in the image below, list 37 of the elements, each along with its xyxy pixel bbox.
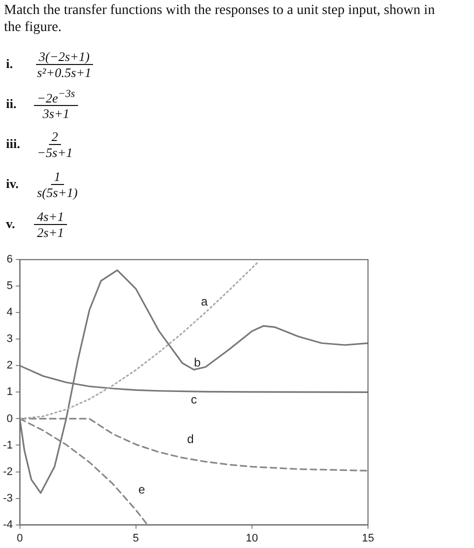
text: s(5s+1): [36, 184, 79, 200]
series-label: c: [190, 392, 197, 406]
text: 2s+1: [36, 224, 65, 240]
series-label: e: [138, 482, 146, 497]
y-tick-label: 6: [6, 254, 13, 266]
y-tick-label: 2: [6, 360, 13, 372]
y-tick-label: 1: [6, 386, 13, 398]
text: s²+0.5s+1: [36, 64, 92, 80]
text: 4s+1: [34, 208, 67, 224]
series-label: d: [187, 432, 194, 446]
line-series: [20, 260, 260, 420]
text: v.: [6, 216, 16, 232]
y-tick-label: -2: [3, 466, 13, 478]
x-tick-label: 5: [132, 532, 139, 544]
text: 3s+1: [42, 106, 70, 122]
x-tick-label: 10: [246, 532, 258, 544]
series-label: b: [194, 355, 202, 370]
text: −5s+1: [36, 144, 74, 160]
y-tick-label: 3: [6, 333, 13, 346]
text: 2: [48, 128, 62, 144]
text: i.: [6, 56, 14, 72]
y-tick-label: 4: [6, 306, 13, 319]
text: iii.: [6, 136, 22, 152]
text: iv.: [6, 176, 20, 192]
series-label: a: [200, 294, 208, 308]
y-tick-label: -3: [3, 492, 13, 504]
x-tick-label: 0: [16, 532, 23, 544]
y-tick-label: -1: [3, 439, 13, 452]
text: 3(−2s+1): [36, 48, 93, 64]
chart-title: Match the transfer functions with the responses to a unit step input, shown in the figure.: [4, 2, 436, 36]
x-tick-label: 15: [362, 532, 374, 544]
y-tick-label: -4: [3, 518, 13, 531]
text: ii.: [6, 96, 18, 112]
y-tick-label: 0: [6, 412, 13, 425]
text: 1: [51, 168, 64, 184]
text: −2e$^{−3s}$: [34, 86, 78, 106]
y-tick-label: 5: [6, 280, 13, 292]
